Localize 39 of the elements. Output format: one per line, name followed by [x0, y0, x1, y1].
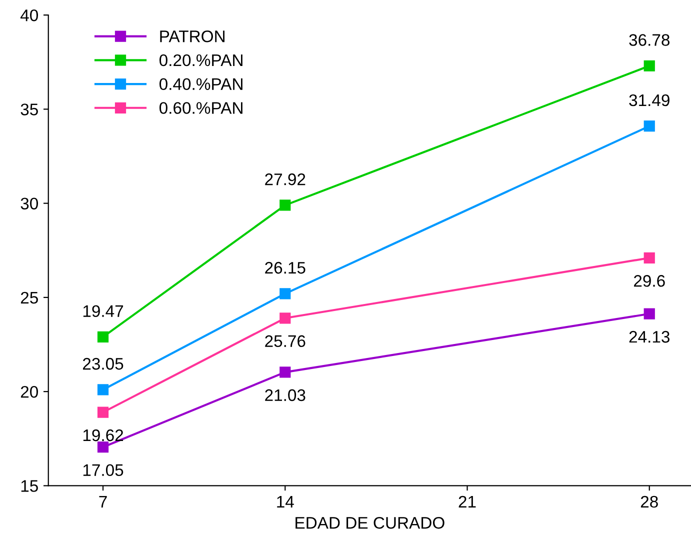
data-label: 17.05 — [83, 464, 124, 476]
annotation: 19.47 — [83, 305, 124, 318]
point — [644, 120, 655, 132]
point — [280, 312, 291, 324]
y-tick-label: 25 — [20, 292, 38, 304]
legend-label: PATRON — [160, 30, 224, 42]
annotation: 27.92 — [265, 173, 306, 186]
x-axis-title: EDAD DE CURADO — [296, 516, 444, 529]
point — [280, 366, 291, 378]
point — [97, 442, 109, 453]
legend-label: 0.60.%PAN — [159, 102, 242, 114]
annotation: 25.76 — [265, 335, 306, 348]
y-tick-label: 40 — [20, 9, 38, 22]
point — [644, 60, 655, 72]
annotation: 36.78 — [629, 34, 670, 46]
point — [644, 252, 655, 264]
y-tick-label: 20 — [20, 386, 38, 398]
point — [280, 288, 291, 300]
x-tick-label: 7 — [99, 496, 107, 508]
y-tick-label: 35 — [20, 104, 38, 116]
point — [97, 406, 109, 418]
legend-label: 0.40.%PAN — [159, 78, 242, 90]
point — [97, 384, 109, 396]
legend-label: 0.20.%PAN — [159, 54, 242, 66]
x-tick-label: 21 — [458, 496, 476, 508]
annotation: 19.62 — [83, 429, 124, 442]
x-tick-label: 14 — [277, 496, 294, 508]
point — [644, 308, 655, 320]
annotation: 29.6 — [634, 275, 665, 287]
annotation: 31.49 — [629, 94, 670, 106]
y-tick-label: 30 — [20, 198, 38, 210]
y-tick-label: 15 — [21, 480, 38, 492]
data-label: 21.03 — [265, 389, 306, 402]
point — [280, 200, 291, 211]
x-tick-label: 28 — [640, 496, 658, 508]
data-label: 24.13 — [629, 330, 670, 343]
annotation: 23.05 — [82, 358, 124, 370]
point — [97, 331, 109, 343]
annotation: 26.15 — [265, 262, 306, 274]
